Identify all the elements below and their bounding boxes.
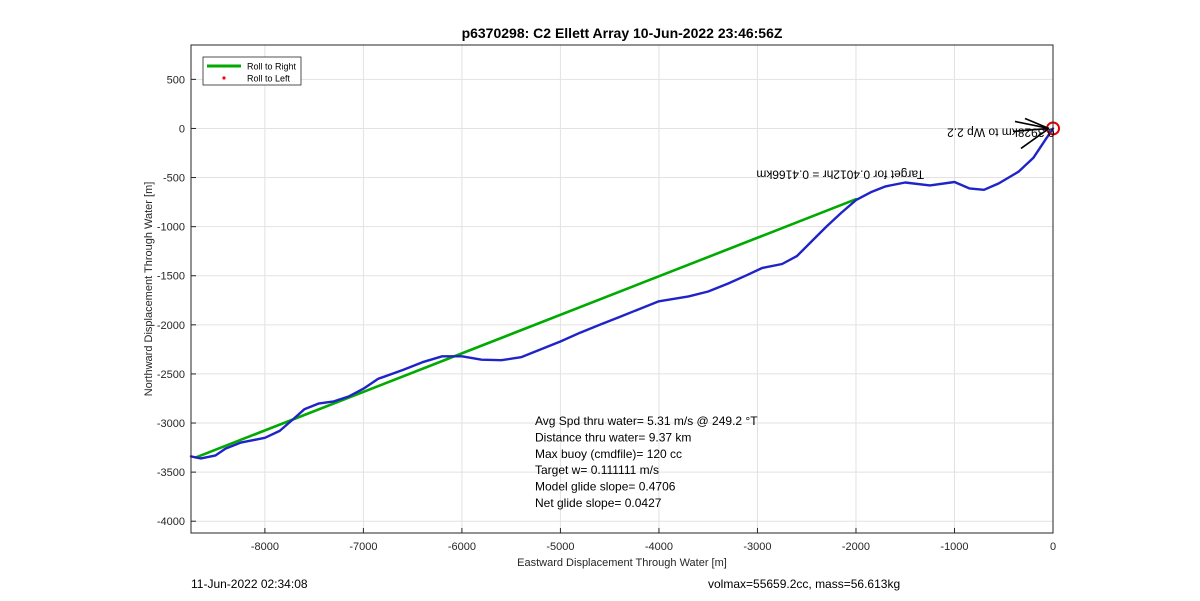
legend: Roll to Right Roll to Left: [202, 56, 302, 86]
tick-layer: -8000 -7000 -6000 -5000 -4000 -3000 -2000 -1000…: [157, 74, 1056, 553]
y-tick-label: -3000: [157, 418, 185, 430]
x-tick-label: -3000: [743, 541, 771, 553]
x-tick-label: -8000: [251, 541, 279, 553]
y-tick-label: -4000: [157, 516, 185, 528]
series-roll-to-right-line: [194, 197, 858, 459]
x-tick-label: -5000: [546, 541, 574, 553]
stats-line: Avg Spd thru water= 5.31 m/s @ 249.2 °T: [535, 414, 758, 428]
y-tick-label: -3500: [157, 467, 185, 479]
heading-arrow: [1014, 120, 1050, 130]
rotated-annotation: 0.3928km to Wp 2.2: [947, 126, 1055, 140]
footer-volmax-mass: volmax=55659.2cc, mass=56.613kg: [708, 577, 901, 591]
stats-line: Distance thru water= 9.37 km: [535, 430, 691, 444]
legend-label-roll-right: Roll to Right: [247, 62, 297, 72]
stats-line: Target w= 0.111111 m/s: [535, 463, 659, 477]
footer-timestamp: 11-Jun-2022 02:34:08: [191, 577, 308, 591]
stats-line: Max buoy (cmdfile)= 120 cc: [535, 447, 682, 461]
stats-line: Model glide slope= 0.4706: [535, 480, 676, 494]
heading-arrow: [1020, 127, 1050, 150]
annotation-layer: 0.3928km to Wp 2.2 Target for 0.4012hr = …: [756, 126, 1054, 182]
x-tick-label: -2000: [842, 541, 870, 553]
y-tick-label: -2000: [157, 320, 185, 332]
gridlines: [191, 45, 1054, 533]
axes-box: [190, 44, 1054, 534]
y-axis-label: Northward Displacement Through Water [m]: [143, 182, 155, 397]
stats-text-block: Avg Spd thru water= 5.31 m/s @ 249.2 °T D…: [535, 414, 758, 510]
stats-line: Net glide slope= 0.0427: [535, 496, 662, 510]
y-tick-label: -2500: [157, 369, 185, 381]
legend-marker-roll-left: [222, 76, 226, 80]
x-tick-label: -6000: [448, 541, 476, 553]
x-tick-label: 0: [1050, 541, 1056, 553]
legend-box: [202, 56, 302, 86]
y-tick-label: 0: [179, 123, 185, 135]
y-tick-label: -1500: [157, 271, 185, 283]
x-axis-label: Eastward Displacement Through Water [m]: [517, 557, 727, 569]
series-track-line: [189, 127, 1055, 460]
y-tick-label: -500: [163, 173, 185, 185]
chart-title: p6370298: C2 Ellett Array 10-Jun-2022 23…: [462, 25, 783, 41]
rotated-annotation: Target for 0.4012hr = 0.4166km: [756, 168, 924, 182]
heading-arrow: [1012, 127, 1050, 133]
y-tick-label: 500: [167, 74, 185, 86]
y-tick-label: -1000: [157, 222, 185, 234]
legend-label-roll-left: Roll to Left: [247, 74, 291, 84]
series-layer: [189, 127, 1055, 460]
x-tick-label: -4000: [645, 541, 673, 553]
x-tick-label: -7000: [349, 541, 377, 553]
x-tick-label: -1000: [940, 541, 968, 553]
heading-arrow: [1024, 117, 1050, 130]
